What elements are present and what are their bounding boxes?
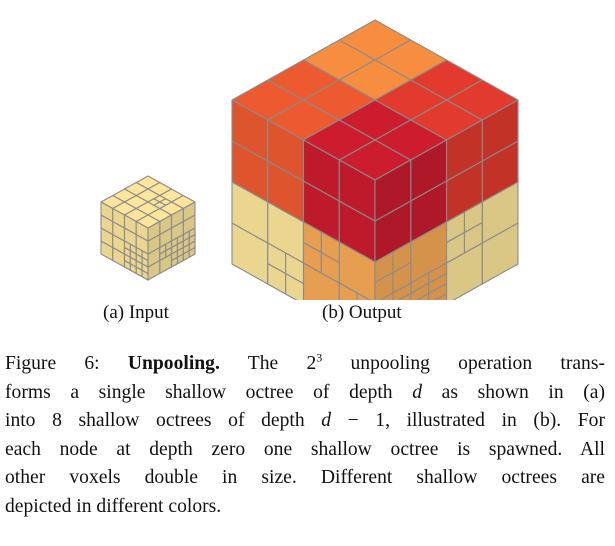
caption-line-1: Figure 6: Unpooling. The 23 unpooling op…	[5, 350, 605, 374]
input-octree-cube	[100, 175, 196, 281]
caption-title: Unpooling.	[127, 353, 220, 374]
figure-caption: Figure 6: Unpooling. The 23 unpooling op…	[5, 350, 605, 522]
subfigure-label-input: (a) Input	[103, 302, 169, 323]
caption-line-3: into 8 shallow octrees of depth d − 1, i…	[5, 410, 605, 432]
input-right-cell	[147, 220, 161, 242]
output-left-fine-cell	[356, 292, 371, 300]
figure-illustration	[100, 19, 519, 300]
caption-line-5: other voxels double in size. Different s…	[5, 467, 605, 489]
input-top-fine-cell	[153, 201, 167, 210]
output-right-cell	[374, 159, 412, 222]
caption-line-4: each node at depth zero one shallow octr…	[5, 438, 605, 460]
output-right-fine-cell	[397, 292, 412, 300]
output-right-fine-cell	[374, 251, 394, 284]
caption-figure-number: Figure 6:	[5, 353, 100, 374]
input-right-fine-cell	[159, 243, 167, 255]
output-left-fine-cell	[320, 231, 340, 264]
caption-line-6: depicted in different colors.	[5, 495, 222, 517]
subfigure-label-output: (b) Output	[322, 302, 402, 323]
caption-line-2: forms a single shallow octree of depth d…	[5, 381, 605, 403]
output-octree-cube	[231, 19, 519, 300]
